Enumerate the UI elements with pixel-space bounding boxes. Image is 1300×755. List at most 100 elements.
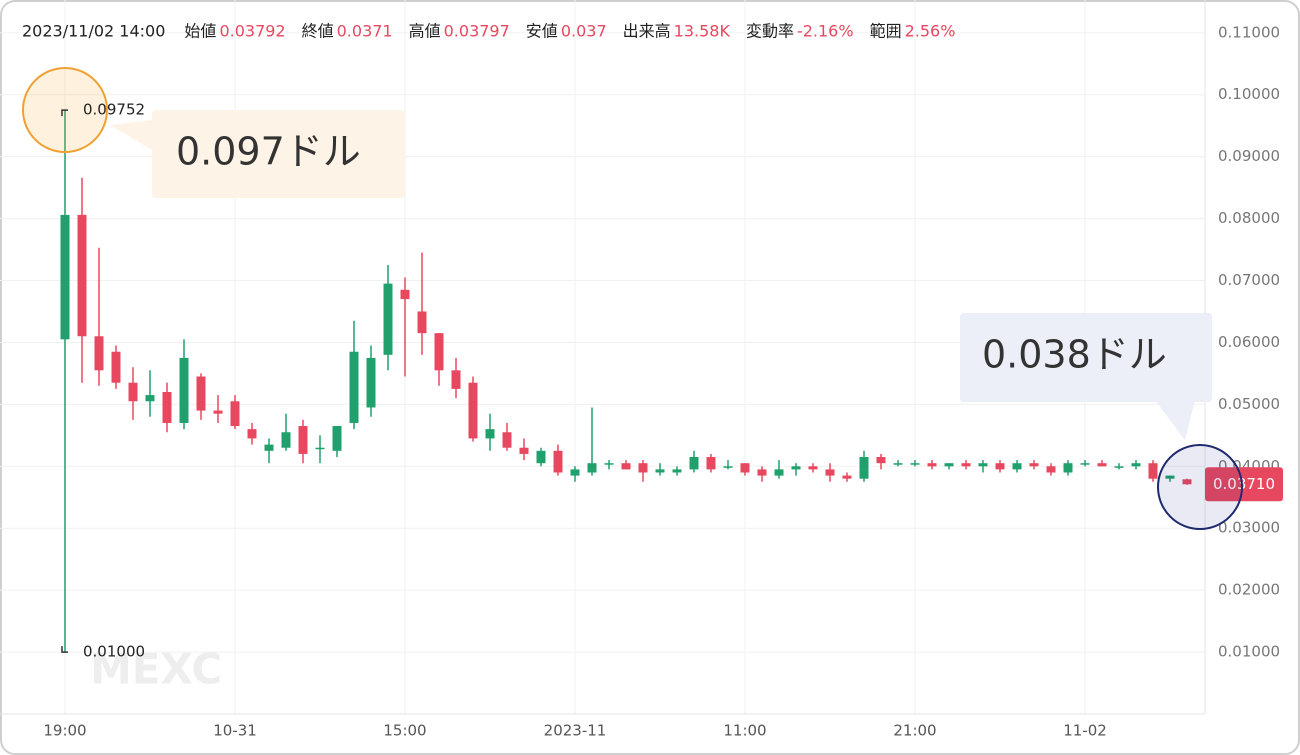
candle-body (893, 463, 903, 465)
header-value: 0.03797 (444, 22, 510, 41)
candle-body (468, 382, 478, 439)
candle-body (281, 432, 291, 448)
callout-pointer (1155, 400, 1195, 440)
watermark: MEXC (90, 645, 222, 694)
candle-body (1097, 463, 1107, 467)
y-tick-label: 0.03000 (1218, 519, 1280, 537)
y-tick-label: 0.11000 (1218, 23, 1280, 41)
low-marker (61, 646, 68, 653)
candle-body (774, 469, 784, 476)
candle-body (451, 370, 461, 389)
candle-body (1165, 475, 1175, 479)
callout-box (152, 110, 405, 198)
candle-body (672, 469, 682, 473)
candle-body (689, 457, 699, 470)
candle-body (859, 457, 869, 479)
candle-body (842, 475, 852, 479)
candle-body (944, 463, 954, 467)
last-price-box (1205, 467, 1283, 502)
candle-body (349, 351, 359, 423)
candle-body (995, 463, 1005, 470)
candle-body (791, 466, 801, 470)
candle-body (417, 311, 427, 334)
candle-body (502, 432, 512, 448)
y-tick-label: 0.09000 (1218, 147, 1280, 165)
y-tick-label: 0.02000 (1218, 581, 1280, 599)
y-tick-label: 0.08000 (1218, 209, 1280, 227)
x-tick-label: 21:00 (893, 722, 936, 740)
candle-body (485, 429, 495, 439)
callout-box (960, 313, 1212, 402)
candle-body (298, 426, 308, 454)
candle-body (638, 463, 648, 473)
candle-body (927, 463, 937, 467)
candle-body (400, 289, 410, 300)
candle-body (604, 463, 614, 465)
candle-body (383, 283, 393, 355)
x-tick-label: 11-02 (1063, 722, 1107, 740)
header-value: 0.03792 (219, 22, 285, 41)
candle-body (757, 469, 767, 476)
header-label: 始値 (184, 22, 216, 41)
candle-body (961, 463, 971, 467)
candle-body (1012, 463, 1022, 470)
candle-body (655, 469, 665, 473)
candle-body (1063, 463, 1073, 473)
candle-body (1046, 466, 1056, 473)
x-tick-label: 2023-11 (544, 722, 607, 740)
y-tick-label: 0.07000 (1218, 271, 1280, 289)
candle-body (230, 401, 240, 427)
high-label: 0.09752 (83, 101, 145, 119)
header-label: 2023/11/02 14:00 (22, 22, 165, 41)
candle-body (808, 466, 818, 470)
header-label: 範囲 (870, 22, 902, 41)
header-label: 安値 (526, 22, 558, 41)
candles (60, 110, 1192, 653)
candle-body (94, 336, 104, 371)
candle-body (1131, 463, 1141, 467)
overlay: 0.09752 0.01000 0.03710 (61, 101, 1283, 661)
y-tick-label: 0.05000 (1218, 395, 1280, 413)
low-label: 0.01000 (83, 643, 145, 661)
high-marker (61, 109, 68, 117)
candle-body (621, 463, 631, 470)
x-tick-label: 10-31 (213, 722, 257, 740)
header-label: 出来高 (623, 22, 671, 41)
candle-body (536, 450, 546, 464)
candle-body (77, 214, 87, 337)
candle-body (553, 450, 563, 473)
header-value: -2.16% (797, 22, 854, 41)
y-tick-label: 0.01000 (1218, 643, 1280, 661)
highlight-circle (1157, 444, 1243, 530)
candle-body (1114, 466, 1124, 468)
candle-body (740, 463, 750, 473)
candle-body (1029, 463, 1039, 467)
candle-body (162, 391, 172, 423)
candle-body (1080, 463, 1090, 465)
y-tick-label: 0.06000 (1218, 333, 1280, 351)
x-tick-label: 19:00 (43, 722, 86, 740)
candle-body (213, 410, 223, 414)
header-value: 2.56% (905, 22, 956, 41)
header-value: 0.0371 (337, 22, 393, 41)
candle-body (910, 463, 920, 465)
candle-body (332, 426, 342, 451)
annotation: 0.097ドル (176, 130, 361, 174)
callout-pointer (110, 120, 152, 150)
header-label: 高値 (409, 22, 441, 41)
x-tick-label: 11:00 (723, 722, 766, 740)
candle-body (825, 469, 835, 476)
candle-body (111, 351, 121, 383)
candle-body (587, 463, 597, 473)
candle-body (264, 444, 274, 451)
candle-body (196, 376, 206, 411)
candle-body (706, 457, 716, 470)
candle-body (366, 357, 376, 408)
candle-body (570, 469, 580, 476)
candle-body (179, 357, 189, 423)
candle-body (315, 447, 325, 450)
header: 2023/11/02 14:00 始値 0.03792 終値 0.0371 高値 0.037… (22, 22, 955, 41)
x-tick-label: 15:00 (383, 722, 426, 740)
